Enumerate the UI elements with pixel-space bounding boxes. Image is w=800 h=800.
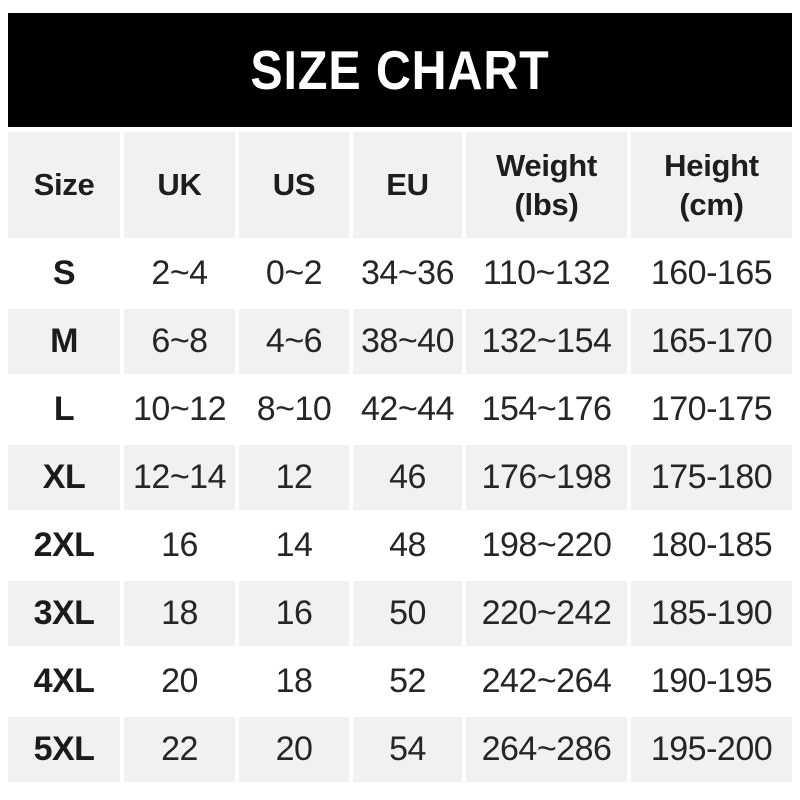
size-label: L (8, 377, 120, 442)
height-value: 185-190 (631, 581, 792, 646)
weight-value: 264~286 (466, 717, 627, 782)
banner: SIZE CHART (8, 13, 792, 127)
eu-value: 38~40 (353, 309, 462, 374)
uk-value: 22 (124, 717, 235, 782)
us-value: 8~10 (239, 377, 349, 442)
us-value: 18 (239, 649, 349, 714)
weight-value: 198~220 (466, 513, 627, 578)
us-value: 4~6 (239, 309, 349, 374)
eu-value: 54 (353, 717, 462, 782)
table-row-5xl: 5XL 22 20 54 264~286 195-200 (8, 717, 792, 782)
weight-value: 220~242 (466, 581, 627, 646)
size-label: S (8, 241, 120, 306)
table-row-xl: XL 12~14 12 46 176~198 175-180 (8, 445, 792, 510)
height-value: 165-170 (631, 309, 792, 374)
us-value: 0~2 (239, 241, 349, 306)
weight-value: 176~198 (466, 445, 627, 510)
weight-value: 154~176 (466, 377, 627, 442)
weight-value: 110~132 (466, 241, 627, 306)
height-value: 195-200 (631, 717, 792, 782)
eu-value: 42~44 (353, 377, 462, 442)
uk-value: 16 (124, 513, 235, 578)
eu-value: 46 (353, 445, 462, 510)
us-value: 16 (239, 581, 349, 646)
col-header-height-label: Height (664, 148, 759, 183)
uk-value: 2~4 (124, 241, 235, 306)
uk-value: 10~12 (124, 377, 235, 442)
col-header-uk: UK (124, 132, 235, 238)
size-label: M (8, 309, 120, 374)
size-chart-page: SIZE CHART Size UK US EU Weight (lbs) He… (0, 13, 800, 800)
eu-value: 52 (353, 649, 462, 714)
col-header-height-unit: (cm) (679, 187, 744, 222)
size-label: 3XL (8, 581, 120, 646)
table-row-3xl: 3XL 18 16 50 220~242 185-190 (8, 581, 792, 646)
table-row-m: M 6~8 4~6 38~40 132~154 165-170 (8, 309, 792, 374)
eu-value: 48 (353, 513, 462, 578)
uk-value: 18 (124, 581, 235, 646)
table-row-4xl: 4XL 20 18 52 242~264 190-195 (8, 649, 792, 714)
col-header-weight: Weight (lbs) (466, 132, 627, 238)
size-label: 5XL (8, 717, 120, 782)
size-label: 4XL (8, 649, 120, 714)
col-header-eu: EU (353, 132, 462, 238)
size-table: Size UK US EU Weight (lbs) Height (cm) S… (4, 129, 796, 785)
us-value: 14 (239, 513, 349, 578)
table-row-2xl: 2XL 16 14 48 198~220 180-185 (8, 513, 792, 578)
col-header-size: Size (8, 132, 120, 238)
table-row-l: L 10~12 8~10 42~44 154~176 170-175 (8, 377, 792, 442)
uk-value: 12~14 (124, 445, 235, 510)
eu-value: 50 (353, 581, 462, 646)
weight-value: 242~264 (466, 649, 627, 714)
us-value: 12 (239, 445, 349, 510)
height-value: 170-175 (631, 377, 792, 442)
col-header-weight-unit: (lbs) (514, 187, 579, 222)
col-header-us: US (239, 132, 349, 238)
uk-value: 20 (124, 649, 235, 714)
us-value: 20 (239, 717, 349, 782)
page-title: SIZE CHART (250, 39, 550, 101)
size-label: 2XL (8, 513, 120, 578)
header-row: Size UK US EU Weight (lbs) Height (cm) (8, 132, 792, 238)
height-value: 160-165 (631, 241, 792, 306)
height-value: 175-180 (631, 445, 792, 510)
uk-value: 6~8 (124, 309, 235, 374)
eu-value: 34~36 (353, 241, 462, 306)
size-label: XL (8, 445, 120, 510)
weight-value: 132~154 (466, 309, 627, 374)
table-row-s: S 2~4 0~2 34~36 110~132 160-165 (8, 241, 792, 306)
col-header-height: Height (cm) (631, 132, 792, 238)
height-value: 180-185 (631, 513, 792, 578)
col-header-weight-label: Weight (496, 148, 597, 183)
height-value: 190-195 (631, 649, 792, 714)
